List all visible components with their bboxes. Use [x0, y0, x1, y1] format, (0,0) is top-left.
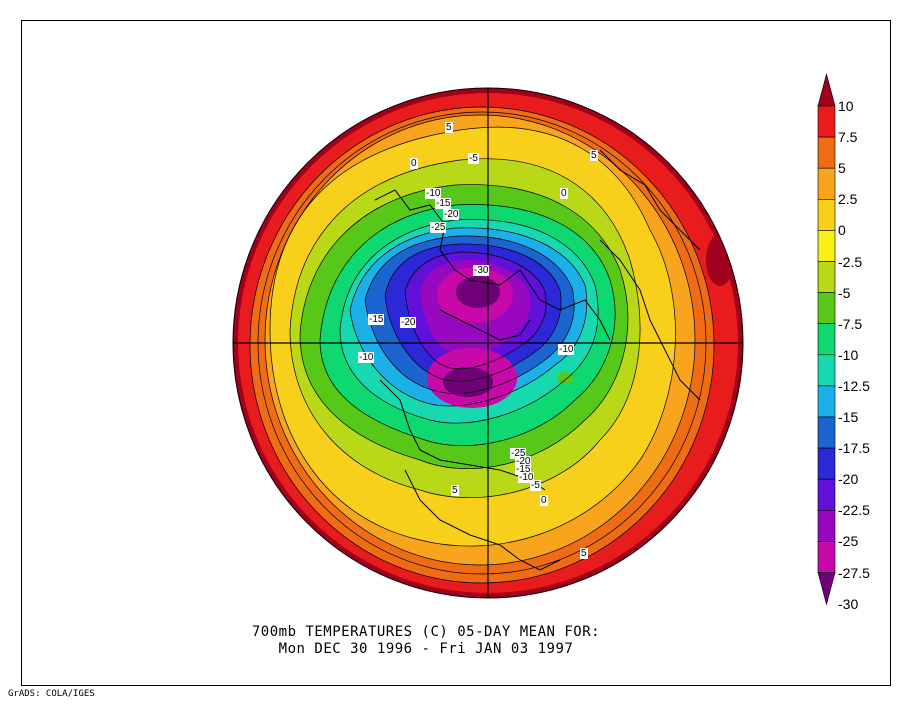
colorbar-tick-label: -15 — [838, 409, 859, 425]
colorbar-tick-label: -10 — [838, 346, 859, 363]
colorbar-swatch — [817, 136, 836, 169]
colorbar-tick-label: -25 — [838, 533, 859, 550]
colorbar-tick-label: -12.5 — [838, 377, 870, 394]
contour-label: 5 — [580, 548, 588, 559]
colorbar-tick-label: 10 — [838, 98, 854, 114]
contour-label: 5 — [451, 485, 459, 496]
colorbar-swatch — [817, 447, 836, 480]
map-title-line2: Mon DEC 30 1996 - Fri JAN 03 1997 — [278, 641, 574, 657]
contour-label: -20 — [400, 317, 417, 328]
colorbar-swatch — [817, 105, 836, 138]
colorbar-swatch — [817, 167, 836, 200]
contour-label: 0 — [410, 158, 418, 169]
map-boundary — [232, 87, 744, 599]
colorbar-swatch — [817, 385, 836, 418]
colorbar-swatch — [817, 230, 836, 262]
colorbar-tick-label: -5 — [838, 284, 851, 301]
colorbar-tick-label: 0 — [838, 222, 846, 239]
colorbar-tick-label: 2.5 — [838, 191, 858, 208]
contour-label: -20 — [443, 209, 460, 220]
contour-label: -15 — [515, 464, 532, 475]
colorbar-tick-label: 5 — [838, 160, 846, 177]
contour-label: -5 — [530, 480, 541, 491]
contour-label: 5 — [445, 122, 453, 133]
contour-label: -10 — [358, 352, 375, 363]
colorbar-tick-label: 7.5 — [838, 129, 858, 146]
contour-label: -10 — [518, 472, 535, 483]
colorbar-arrow-bottom — [817, 572, 836, 606]
colorbar-swatch — [817, 541, 836, 573]
colorbar — [817, 72, 836, 606]
contour-label: -10 — [425, 188, 442, 199]
colorbar-swatch — [817, 261, 836, 293]
map-title-line1: 700mb TEMPERATURES (C) 05-DAY MEAN FOR: — [251, 624, 601, 640]
contour-label: 5 — [590, 150, 598, 161]
contour-label: -20 — [515, 456, 532, 467]
plot-frame — [21, 20, 891, 686]
colorbar-swatch — [817, 323, 836, 356]
coastlines — [374, 149, 701, 571]
contour-label: -10 — [558, 344, 575, 355]
colorbar-swatch — [817, 292, 836, 325]
contour-label: -5 — [468, 153, 479, 164]
colorbar-tick-label: -22.5 — [838, 502, 870, 519]
contour-label: -25 — [430, 222, 447, 233]
colorbar-arrow-top — [817, 72, 836, 107]
colorbar-swatch — [817, 354, 836, 387]
colorbar-swatch — [817, 199, 836, 231]
colorbar-tick-label: -17.5 — [838, 440, 870, 457]
contour-label: -15 — [435, 198, 452, 209]
contour-label: -25 — [510, 448, 527, 459]
colorbar-tick-label: -20 — [838, 471, 859, 488]
footer-credit: GrADS: COLA/IGES — [8, 689, 95, 699]
colorbar-tick-label: -7.5 — [838, 315, 863, 332]
colorbar-swatch — [817, 478, 836, 511]
contour-label: 0 — [540, 495, 548, 506]
contour-label: -30 — [473, 265, 490, 276]
contour-label: -15 — [368, 314, 385, 325]
colorbar-swatch — [817, 509, 836, 542]
colorbar-tick-label: -30 — [838, 595, 859, 612]
colorbar-tick-label: -2.5 — [838, 253, 863, 270]
contour-label: 0 — [560, 188, 568, 199]
colorbar-swatch — [817, 416, 836, 449]
colorbar-tick-label: -27.5 — [838, 564, 870, 581]
